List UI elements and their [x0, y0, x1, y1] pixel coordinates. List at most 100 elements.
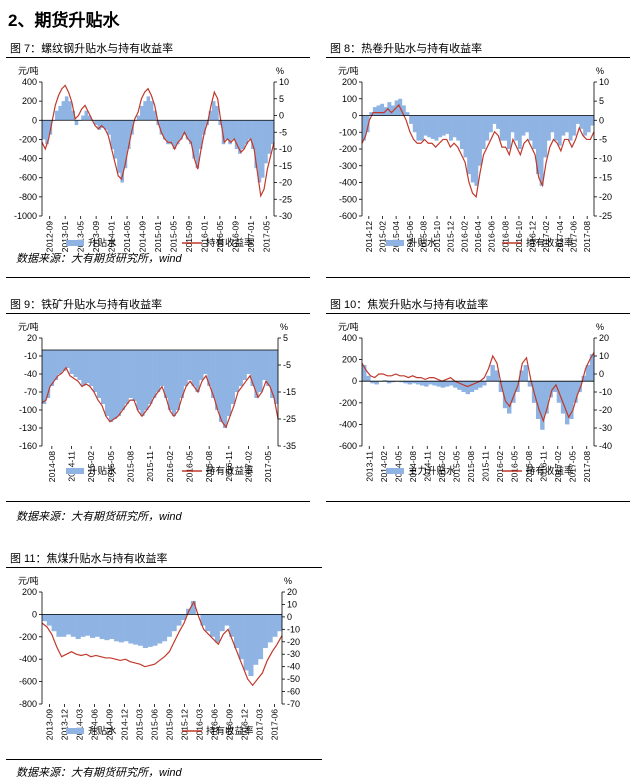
right-tick-label: -20	[279, 178, 292, 188]
bar	[449, 115, 453, 141]
bar	[254, 350, 259, 398]
bar	[482, 381, 487, 386]
bar	[430, 115, 435, 139]
left-axis-unit: 元/吨	[338, 65, 359, 76]
bar	[405, 112, 410, 116]
x-tick-label: 2015-05	[451, 451, 461, 482]
bar	[527, 381, 533, 387]
bar	[56, 614, 62, 637]
right-tick-label: 0	[599, 115, 604, 125]
title-rule	[6, 313, 310, 314]
bar	[146, 96, 151, 121]
x-tick-label: 2016-04	[473, 221, 483, 252]
bar	[543, 115, 548, 158]
bar	[126, 120, 131, 149]
x-tick-label: 2015-12	[446, 221, 456, 252]
bar	[427, 115, 432, 138]
right-tick-label: -5	[599, 134, 607, 144]
bar	[532, 115, 537, 149]
bar	[234, 614, 240, 648]
bar	[55, 110, 59, 121]
bar	[64, 96, 69, 121]
bar	[474, 115, 479, 186]
chart-iron-ore: 元/吨 % 20 -10 -40 -70 -100 -130 -160 5 -5 -15 -25 -35 2…	[18, 321, 296, 482]
bar	[224, 120, 229, 140]
left-tick-label: -10	[24, 351, 37, 361]
bar	[85, 350, 90, 383]
bar	[120, 120, 124, 183]
bar	[403, 381, 408, 384]
bar	[116, 350, 121, 416]
left-tick-label: -200	[339, 144, 357, 154]
bar	[459, 115, 464, 149]
left-tick-label: 200	[342, 77, 357, 87]
bar	[234, 350, 239, 392]
bar	[172, 120, 177, 149]
bar	[208, 110, 213, 121]
bar	[473, 381, 479, 390]
x-tick-label: 2014-12	[364, 221, 374, 252]
bar	[218, 120, 223, 126]
bar	[257, 120, 262, 183]
bar	[132, 350, 137, 401]
bar	[211, 350, 216, 398]
bar	[162, 120, 167, 140]
bar	[169, 120, 174, 145]
bar	[270, 120, 275, 145]
bar	[202, 120, 206, 135]
left-axis-unit: 元/吨	[18, 321, 39, 332]
left-axis-unit: 元/吨	[18, 65, 39, 76]
right-tick-label: -30	[279, 211, 292, 221]
bar	[502, 381, 508, 409]
legend-swatch-bar	[66, 728, 84, 734]
chart-title: 图 8：热卷升贴水与持有收益率	[330, 43, 483, 55]
bar	[109, 614, 115, 640]
bar	[171, 614, 177, 632]
left-tick-label: -400	[19, 654, 37, 664]
bar	[198, 120, 203, 149]
right-tick-label: -20	[287, 637, 300, 647]
left-tick-label: 0	[32, 115, 37, 125]
bar	[438, 115, 443, 138]
bar	[167, 350, 173, 410]
legend-swatch-bar	[66, 468, 84, 474]
bar	[80, 614, 86, 637]
bar	[572, 115, 577, 136]
right-tick-label: -10	[599, 154, 612, 164]
bar	[511, 381, 516, 403]
bar	[507, 381, 512, 414]
x-tick-label: 2017-03	[255, 709, 265, 740]
left-tick-label: -600	[339, 211, 357, 221]
right-tick-label: 5	[599, 96, 604, 106]
left-tick-label: -400	[339, 419, 357, 429]
left-tick-label: -200	[19, 134, 37, 144]
x-tick-label: 2016-11	[224, 451, 234, 482]
bar	[69, 350, 74, 374]
bar	[274, 350, 279, 404]
x-tick-label: 2017-06	[270, 709, 280, 740]
legend-label: 升贴水	[88, 465, 117, 477]
right-tick-label: -10	[279, 144, 292, 154]
bar	[120, 350, 125, 410]
bar	[561, 115, 566, 136]
right-tick-label: -5	[279, 127, 287, 137]
bar	[214, 614, 220, 643]
x-tick-label: 2014-11	[422, 451, 432, 482]
bar	[490, 365, 495, 382]
bar	[144, 350, 149, 410]
bar	[149, 101, 154, 121]
bar	[583, 115, 588, 136]
bar	[238, 120, 242, 154]
bar	[94, 614, 100, 637]
bar	[160, 350, 165, 386]
left-tick-label: 400	[342, 333, 357, 343]
bar	[210, 614, 216, 637]
bar	[449, 381, 454, 386]
bar	[229, 614, 235, 637]
bar	[519, 370, 524, 382]
right-tick-label: -5	[283, 360, 291, 370]
bar	[51, 614, 57, 632]
x-tick-label: 2016-06	[487, 221, 497, 252]
legend-label: 持有收益率	[526, 237, 574, 249]
x-tick-label: 2016-02	[165, 451, 175, 482]
